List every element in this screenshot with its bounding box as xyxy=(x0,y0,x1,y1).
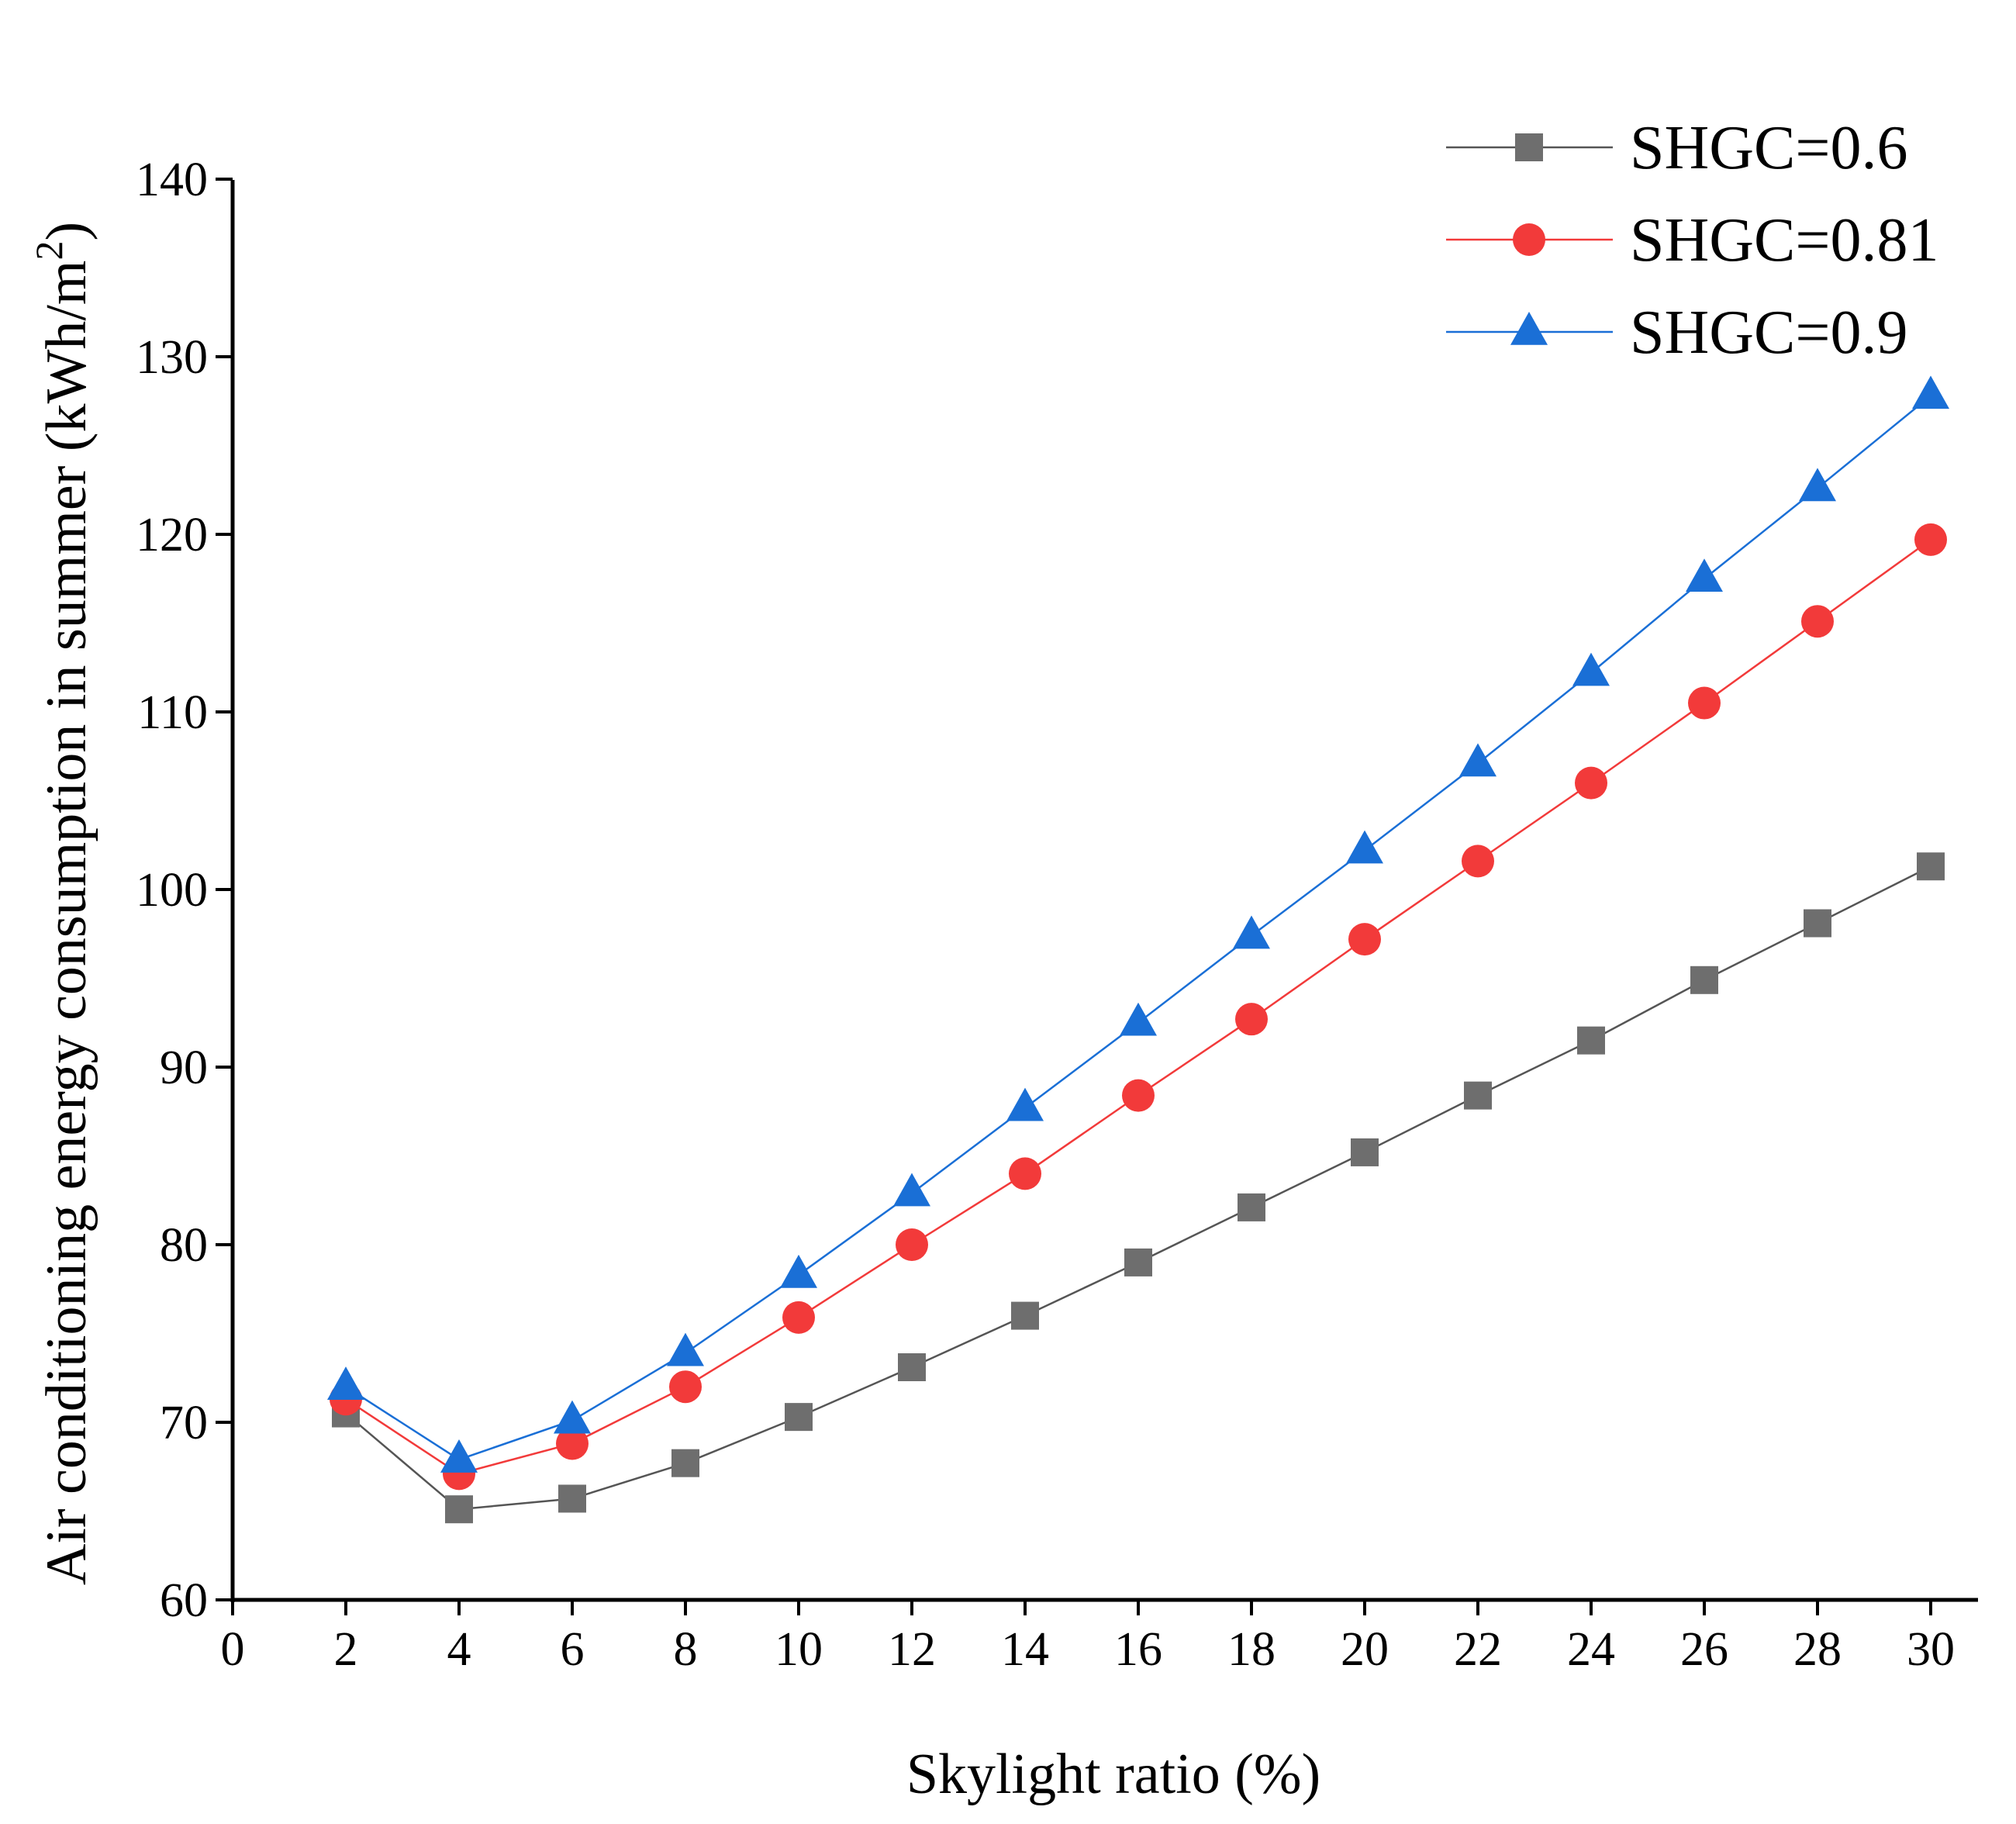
y-tick-label: 70 xyxy=(160,1397,208,1449)
y-axis-title-sup: 2 xyxy=(27,241,71,261)
x-tick-label: 8 xyxy=(674,1623,698,1676)
legend-marker xyxy=(1515,133,1543,161)
data-point xyxy=(554,1400,591,1434)
data-point xyxy=(556,1427,589,1460)
data-point xyxy=(1009,1157,1041,1190)
data-point xyxy=(558,1484,586,1513)
data-point xyxy=(898,1353,926,1382)
data-point xyxy=(1917,852,1945,881)
series-SHGC=0.6 xyxy=(332,852,1945,1524)
data-point xyxy=(1348,923,1381,956)
data-point xyxy=(1124,1248,1152,1276)
data-point xyxy=(782,1301,815,1334)
series-line xyxy=(345,395,1931,1461)
data-point xyxy=(896,1228,928,1261)
legend: SHGC=0.6 SHGC=0.81 SHGC=0.9 xyxy=(1446,114,1939,367)
x-tick-label: 26 xyxy=(1680,1623,1728,1676)
data-point xyxy=(1346,830,1383,864)
x-tick-label: 14 xyxy=(1001,1623,1049,1676)
series-layer xyxy=(327,375,1949,1524)
data-point xyxy=(1011,1301,1039,1330)
y-ticks: 60 70 80 90 100 110 120 130 140 xyxy=(136,154,233,1627)
x-tick-label: 28 xyxy=(1793,1623,1842,1676)
x-tick-label: 2 xyxy=(334,1623,358,1676)
data-point xyxy=(1577,1026,1605,1055)
data-point xyxy=(669,1370,702,1404)
legend-item: SHGC=0.9 xyxy=(1446,299,1908,367)
data-point xyxy=(1914,523,1947,556)
y-tick-label: 90 xyxy=(160,1042,208,1094)
data-point xyxy=(1233,915,1270,949)
x-tick-label: 6 xyxy=(561,1623,585,1676)
y-tick-label: 140 xyxy=(136,154,208,206)
y-tick-label: 120 xyxy=(136,509,208,561)
data-point xyxy=(440,1439,478,1473)
x-tick-label: 16 xyxy=(1114,1623,1162,1676)
data-point xyxy=(1804,909,1831,938)
y-tick-label: 100 xyxy=(136,864,208,917)
legend-label: SHGC=0.6 xyxy=(1630,114,1908,182)
x-tick-label: 4 xyxy=(447,1623,471,1676)
data-point xyxy=(1575,766,1607,800)
legend-item: SHGC=0.6 xyxy=(1446,114,1908,182)
data-point xyxy=(780,1254,817,1288)
x-tick-label: 22 xyxy=(1454,1623,1502,1676)
legend-marker xyxy=(1513,223,1545,256)
y-tick-label: 130 xyxy=(136,331,208,384)
legend-label: SHGC=0.81 xyxy=(1630,206,1939,275)
series-SHGC=0.9 xyxy=(327,375,1949,1473)
data-point xyxy=(1572,652,1610,686)
legend-label: SHGC=0.9 xyxy=(1630,299,1908,367)
y-axis-title-main: Air conditioning energy consumption in s… xyxy=(35,261,98,1586)
data-point xyxy=(1462,845,1494,878)
legend-marker xyxy=(1510,311,1548,345)
x-tick-label: 10 xyxy=(775,1623,823,1676)
data-point xyxy=(327,1366,364,1400)
x-tick-label: 0 xyxy=(221,1623,245,1676)
data-point xyxy=(667,1332,704,1366)
data-point xyxy=(1801,605,1834,638)
data-point xyxy=(1238,1193,1265,1221)
x-tick-label: 18 xyxy=(1227,1623,1276,1676)
y-tick-label: 110 xyxy=(137,686,208,739)
data-point xyxy=(785,1403,813,1432)
data-point xyxy=(1464,1081,1492,1110)
x-tick-label: 20 xyxy=(1341,1623,1389,1676)
data-point xyxy=(1690,966,1718,994)
data-point xyxy=(1235,1003,1268,1036)
data-point xyxy=(1120,1002,1157,1036)
y-tick-label: 60 xyxy=(160,1574,208,1627)
x-tick-label: 24 xyxy=(1567,1623,1615,1676)
x-tick-label: 30 xyxy=(1907,1623,1955,1676)
data-point xyxy=(1912,375,1949,409)
y-tick-label: 80 xyxy=(160,1219,208,1272)
data-point xyxy=(1459,743,1496,777)
data-point xyxy=(1006,1087,1044,1121)
x-ticks: 0 2 4 6 8 10 12 14 16 18 20 22 24 26 28 30 xyxy=(221,1600,1955,1676)
x-axis-title: Skylight ratio (%) xyxy=(906,1743,1320,1806)
x-tick-label: 12 xyxy=(888,1623,936,1676)
data-point xyxy=(1686,558,1723,592)
data-point xyxy=(1122,1079,1155,1112)
data-point xyxy=(1799,468,1836,502)
data-point xyxy=(1688,686,1721,720)
data-point xyxy=(1351,1138,1379,1166)
data-point xyxy=(893,1173,930,1207)
data-point xyxy=(445,1495,473,1524)
axes: 0 2 4 6 8 10 12 14 16 18 20 22 24 26 28 30 607080901001… xyxy=(136,154,1978,1676)
legend-item: SHGC=0.81 xyxy=(1446,206,1939,275)
y-axis-title-close: ) xyxy=(35,222,98,241)
data-point xyxy=(671,1449,699,1477)
y-axis-title: Air conditioning energy consumption in s… xyxy=(27,222,98,1585)
